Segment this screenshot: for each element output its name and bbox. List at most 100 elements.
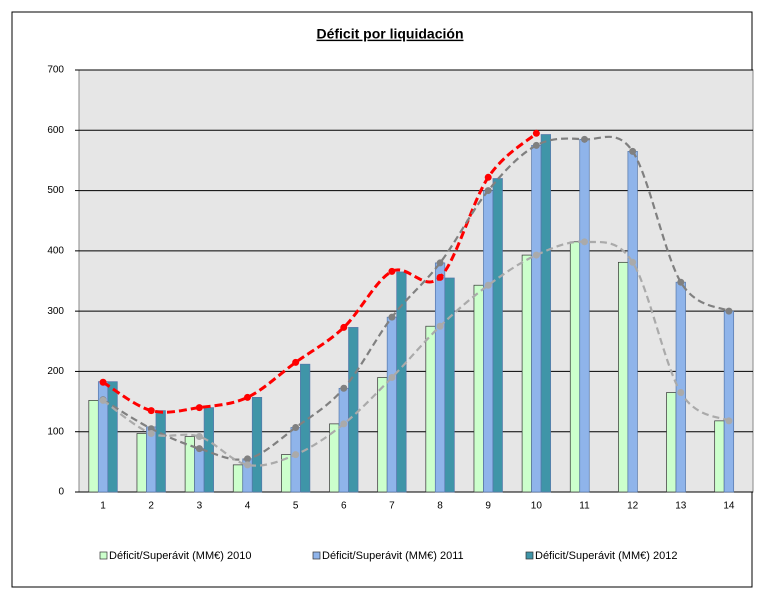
line-marker [244,393,251,401]
line-marker [147,425,155,433]
line-marker [725,307,733,315]
line-marker [581,238,588,246]
line-marker [388,373,396,381]
bar [492,178,503,493]
x-tick-label: 12 [627,501,639,512]
line-marker [99,396,107,404]
x-tick-label: 2 [148,501,154,512]
bar [107,381,118,493]
line-marker [629,258,637,266]
y-tick-label: 0 [58,487,64,498]
y-tick-label: 300 [47,306,64,317]
line-marker [292,358,300,366]
line-marker [388,313,396,321]
y-tick-label: 200 [47,366,64,377]
bar [396,271,407,493]
bar [483,190,494,493]
bar [232,464,244,493]
line-marker [195,433,203,441]
line-marker [340,420,348,428]
trend-line [102,132,538,414]
x-tick-label: 4 [245,501,251,512]
line-marker [195,445,203,453]
y-tick-label: 600 [47,125,64,136]
bar [569,241,581,493]
bar [444,277,455,493]
bar [377,377,388,493]
bar [88,400,99,493]
bar [434,262,446,493]
bar [714,420,725,493]
plot-area [78,69,754,493]
line-marker [99,378,107,386]
x-tick-label: 13 [675,501,687,512]
bar [579,138,590,493]
legend-swatch [525,551,534,560]
line-marker [244,455,251,463]
trend-line [102,240,730,467]
legend-swatch [99,551,108,560]
line-marker [629,147,637,155]
line-marker [484,281,492,289]
line-marker [244,461,251,469]
bar [251,397,263,493]
line-marker [292,423,300,431]
x-tick-label: 3 [197,501,203,512]
chart-title: Déficit por liquidación [316,26,463,42]
bar [155,410,166,493]
line-marker [340,323,348,331]
line-marker [436,259,444,267]
bar [425,325,436,493]
x-tick-label: 14 [723,501,735,512]
bar [675,281,686,493]
bar [627,151,638,493]
bar [540,134,551,493]
legend-label: Déficit/Superávit (MM€) 2010 [109,550,251,562]
y-tick-label: 100 [47,426,64,437]
x-tick-label: 7 [389,501,395,512]
x-tick-label: 11 [579,501,590,512]
legend-swatch [312,551,321,560]
line-marker [436,273,444,281]
bar [666,392,677,493]
bar [618,261,629,493]
y-tick-label: 400 [47,245,64,256]
line-marker [677,278,685,286]
bar [338,387,349,493]
x-tick-label: 1 [100,501,106,512]
x-tick-label: 9 [485,501,491,512]
y-tick-label: 700 [47,65,64,76]
legend-label: Déficit/Superávit (MM€) 2011 [322,550,464,562]
bar [521,254,532,493]
line-marker [436,322,444,330]
bar [136,433,147,493]
line-marker [388,267,396,275]
line-marker [532,251,540,259]
x-tick-label: 10 [531,501,543,512]
bar [386,316,398,493]
line-marker [195,404,203,412]
line-marker [484,173,492,181]
bar [290,427,301,493]
bar [348,327,359,493]
line-marker [725,417,733,425]
line-marker [147,430,155,438]
y-tick-label: 500 [47,185,64,196]
bar [300,363,311,493]
line-marker [532,141,540,149]
x-tick-label: 6 [341,501,347,512]
bar [194,448,205,493]
bar [723,310,735,493]
x-tick-label: 5 [293,501,299,512]
bar [473,284,484,493]
line-marker [581,135,588,143]
line-marker [147,407,155,415]
bar [531,145,542,493]
line-marker [677,389,685,397]
line-marker [532,129,540,137]
line-marker [484,187,492,195]
line-marker [292,451,300,459]
legend-label: Déficit/Superávit (MM€) 2012 [535,550,677,562]
x-tick-label: 8 [437,501,443,512]
